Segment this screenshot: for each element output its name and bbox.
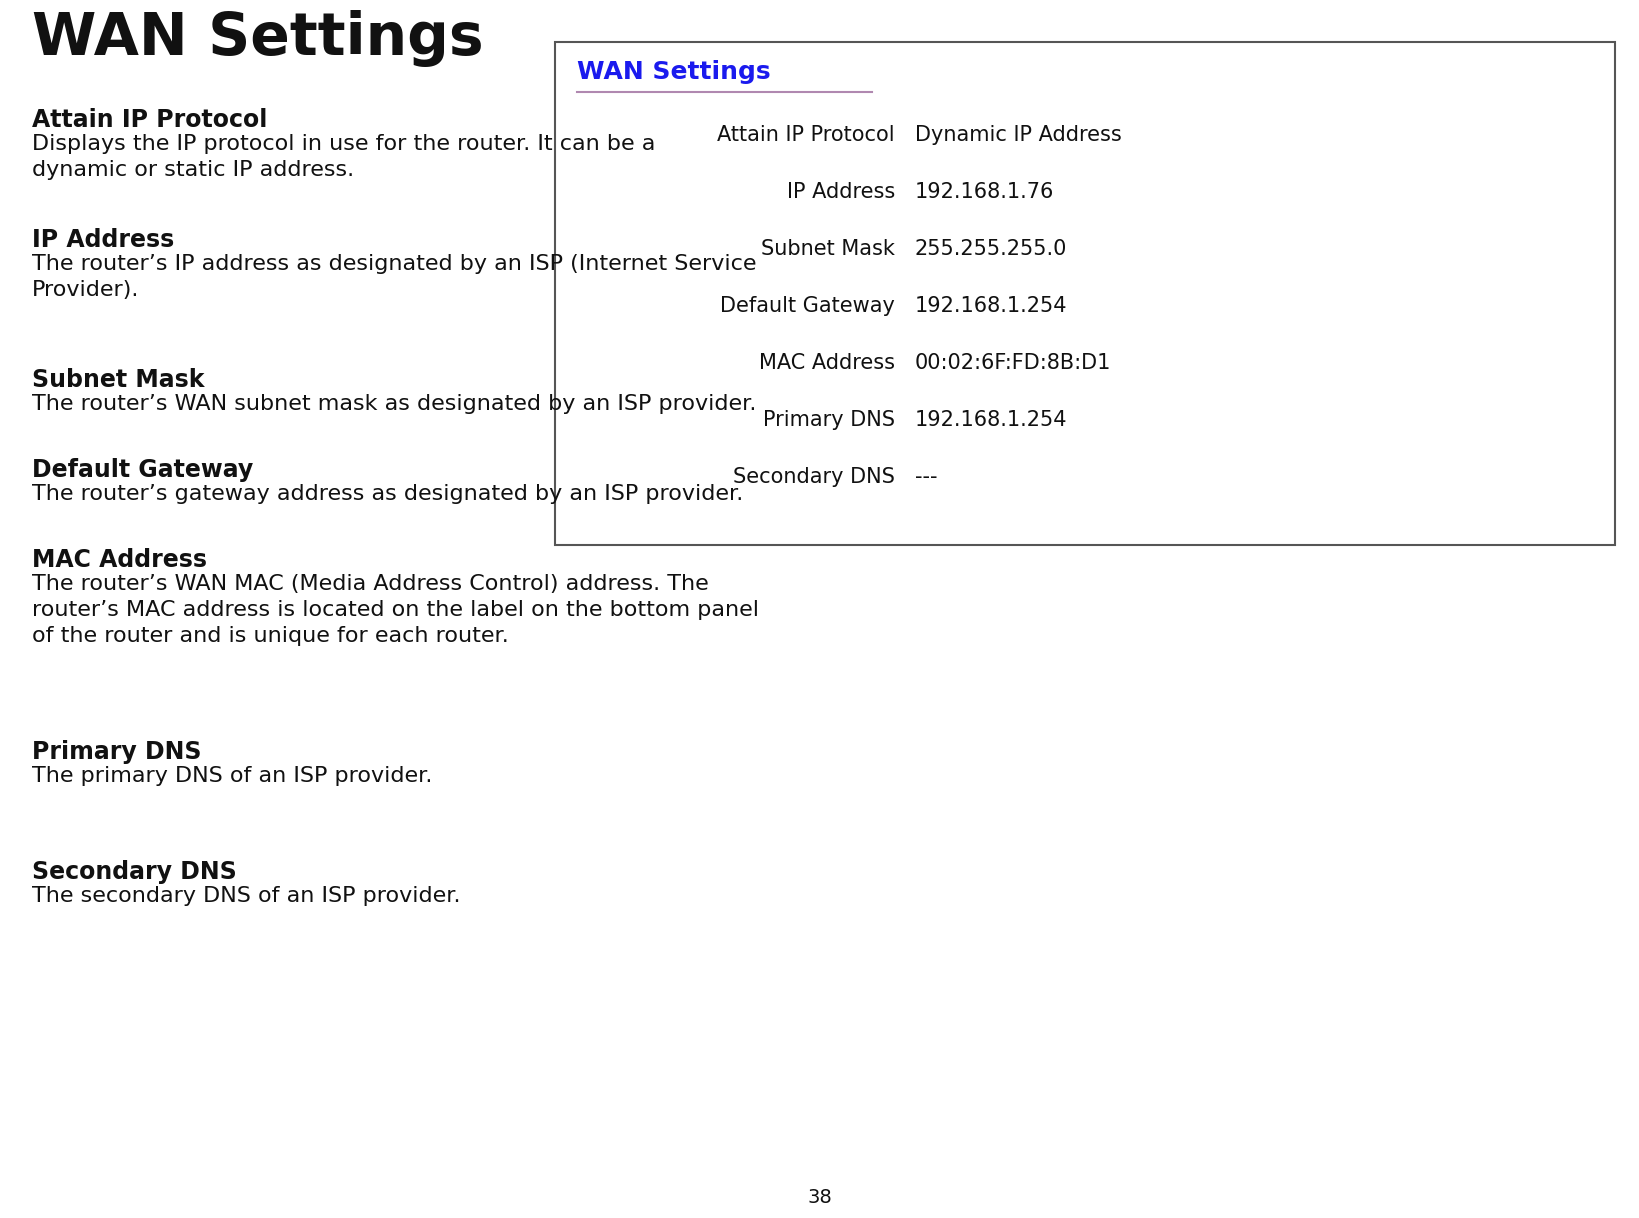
Text: Default Gateway: Default Gateway (33, 458, 252, 482)
Text: ---: --- (915, 466, 938, 487)
Text: MAC Address: MAC Address (33, 548, 207, 572)
Text: 192.168.1.254: 192.168.1.254 (915, 410, 1067, 430)
Text: 255.255.255.0: 255.255.255.0 (915, 239, 1067, 259)
Text: The router’s WAN MAC (Media Address Control) address. The: The router’s WAN MAC (Media Address Cont… (33, 574, 708, 594)
Text: Primary DNS: Primary DNS (33, 741, 202, 764)
Text: Subnet Mask: Subnet Mask (760, 239, 895, 259)
Text: Secondary DNS: Secondary DNS (733, 466, 895, 487)
Text: MAC Address: MAC Address (759, 353, 895, 373)
Text: Primary DNS: Primary DNS (762, 410, 895, 430)
Text: Default Gateway: Default Gateway (720, 296, 895, 315)
Text: Displays the IP protocol in use for the router. It can be a: Displays the IP protocol in use for the … (33, 134, 656, 153)
Text: Attain IP Protocol: Attain IP Protocol (716, 125, 895, 145)
Text: router’s MAC address is located on the label on the bottom panel: router’s MAC address is located on the l… (33, 600, 759, 620)
Text: Attain IP Protocol: Attain IP Protocol (33, 108, 267, 132)
Text: of the router and is unique for each router.: of the router and is unique for each rou… (33, 626, 508, 646)
Bar (554, 41, 1614, 544)
Text: IP Address: IP Address (787, 181, 895, 202)
Text: 192.168.1.76: 192.168.1.76 (915, 181, 1054, 202)
Text: Subnet Mask: Subnet Mask (33, 368, 205, 392)
Text: WAN Settings: WAN Settings (577, 60, 770, 84)
Text: IP Address: IP Address (33, 228, 174, 252)
Text: WAN Settings: WAN Settings (33, 10, 484, 67)
Text: The primary DNS of an ISP provider.: The primary DNS of an ISP provider. (33, 766, 433, 786)
Text: Provider).: Provider). (33, 280, 139, 300)
Text: Dynamic IP Address: Dynamic IP Address (915, 125, 1121, 145)
Text: The router’s IP address as designated by an ISP (Internet Service: The router’s IP address as designated by… (33, 255, 756, 274)
Text: The router’s gateway address as designated by an ISP provider.: The router’s gateway address as designat… (33, 484, 742, 504)
Text: 192.168.1.254: 192.168.1.254 (915, 296, 1067, 315)
Text: Secondary DNS: Secondary DNS (33, 860, 236, 884)
Text: dynamic or static IP address.: dynamic or static IP address. (33, 160, 354, 180)
Text: 38: 38 (806, 1188, 833, 1207)
Text: The secondary DNS of an ISP provider.: The secondary DNS of an ISP provider. (33, 885, 461, 906)
Text: 00:02:6F:FD:8B:D1: 00:02:6F:FD:8B:D1 (915, 353, 1111, 373)
Text: The router’s WAN subnet mask as designated by an ISP provider.: The router’s WAN subnet mask as designat… (33, 393, 756, 414)
